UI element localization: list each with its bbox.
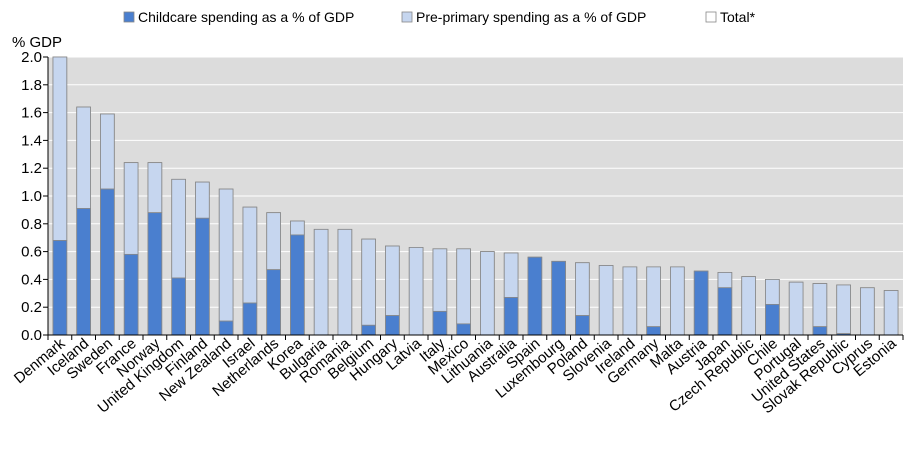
bar-preprimary bbox=[361, 238, 376, 326]
bar-preprimary bbox=[836, 284, 851, 335]
bar-childcare bbox=[52, 240, 68, 336]
y-tick-label: 0.0 bbox=[21, 327, 42, 344]
bar-childcare bbox=[765, 304, 780, 336]
bar-childcare bbox=[551, 260, 566, 336]
bars bbox=[52, 56, 899, 336]
bar-preprimary bbox=[741, 276, 756, 336]
y-tick-label: 1.8 bbox=[21, 77, 42, 94]
bar-preprimary bbox=[266, 212, 281, 271]
bar-childcare bbox=[432, 310, 448, 336]
bar-childcare bbox=[646, 326, 661, 336]
bar-childcare bbox=[171, 277, 186, 336]
legend-label: Pre-primary spending as a % of GDP bbox=[416, 9, 646, 25]
legend: Childcare spending as a % of GDP Pre-prim… bbox=[123, 9, 756, 25]
bar-childcare bbox=[385, 315, 400, 336]
bar-preprimary bbox=[503, 252, 519, 298]
bar-preprimary bbox=[432, 248, 448, 312]
bar-preprimary bbox=[290, 220, 305, 236]
y-tick-label: 0.4 bbox=[21, 271, 42, 288]
bar-childcare bbox=[575, 315, 590, 336]
bar-childcare bbox=[123, 253, 139, 336]
bar-childcare bbox=[290, 234, 305, 336]
y-tick-label: 1.4 bbox=[21, 132, 42, 149]
bar-preprimary bbox=[123, 162, 139, 255]
legend-label: Childcare spending as a % of GDP bbox=[138, 9, 354, 25]
bar-preprimary bbox=[218, 188, 234, 322]
legend-label: Total* bbox=[720, 9, 756, 25]
y-axis-label: % GDP bbox=[12, 34, 62, 51]
bar-preprimary bbox=[646, 266, 661, 328]
y-tick-label: 1.0 bbox=[21, 188, 42, 205]
bar-preprimary bbox=[860, 287, 875, 336]
bar-childcare bbox=[527, 256, 543, 336]
bar-childcare bbox=[147, 212, 163, 336]
bar-preprimary bbox=[100, 113, 115, 190]
bar-childcare bbox=[242, 302, 258, 336]
bar-preprimary bbox=[171, 178, 186, 279]
bar-preprimary bbox=[883, 290, 899, 336]
bar-childcare bbox=[195, 217, 210, 336]
bar-childcare bbox=[812, 326, 828, 336]
bar-preprimary bbox=[670, 266, 685, 336]
bar-preprimary bbox=[456, 248, 471, 325]
y-tick-label: 1.2 bbox=[21, 160, 42, 177]
bar-childcare bbox=[218, 320, 234, 336]
bar-preprimary bbox=[717, 272, 733, 289]
bar-preprimary bbox=[242, 206, 258, 304]
bar-preprimary bbox=[788, 281, 804, 336]
bar-preprimary bbox=[52, 56, 68, 241]
bar-preprimary bbox=[812, 283, 828, 328]
y-tick-label: 1.6 bbox=[21, 105, 42, 122]
bar-childcare bbox=[361, 324, 376, 336]
y-tick-label: 0.2 bbox=[21, 299, 42, 316]
bar-preprimary bbox=[408, 247, 424, 336]
bar-preprimary bbox=[622, 266, 638, 336]
bar-childcare bbox=[693, 270, 709, 336]
legend-swatch bbox=[705, 11, 717, 23]
y-tick-label: 0.6 bbox=[21, 244, 42, 261]
y-axis: 0.0 0.2 0.4 0.6 0.8 1.0 1.2 1.4 1.6 1.8 2.0 bbox=[21, 49, 49, 344]
legend-swatch bbox=[401, 11, 413, 23]
bar-childcare bbox=[717, 287, 733, 336]
legend-swatch bbox=[123, 11, 135, 23]
bar-childcare bbox=[456, 323, 471, 336]
bar-preprimary bbox=[195, 181, 210, 219]
bar-childcare bbox=[266, 269, 281, 336]
bar-preprimary bbox=[480, 251, 495, 336]
bar-preprimary bbox=[765, 278, 780, 305]
bar-childcare bbox=[100, 188, 115, 336]
y-tick-label: 2.0 bbox=[21, 49, 42, 66]
y-tick-label: 0.8 bbox=[21, 216, 42, 233]
bar-preprimary bbox=[385, 245, 400, 316]
bar-childcare bbox=[503, 297, 519, 336]
bar-preprimary bbox=[598, 265, 614, 336]
bar-preprimary bbox=[313, 228, 329, 336]
bar-preprimary bbox=[76, 106, 91, 209]
bar-preprimary bbox=[147, 162, 163, 214]
bar-childcare bbox=[76, 208, 91, 336]
bar-preprimary bbox=[575, 262, 590, 316]
bar-preprimary bbox=[337, 228, 353, 336]
